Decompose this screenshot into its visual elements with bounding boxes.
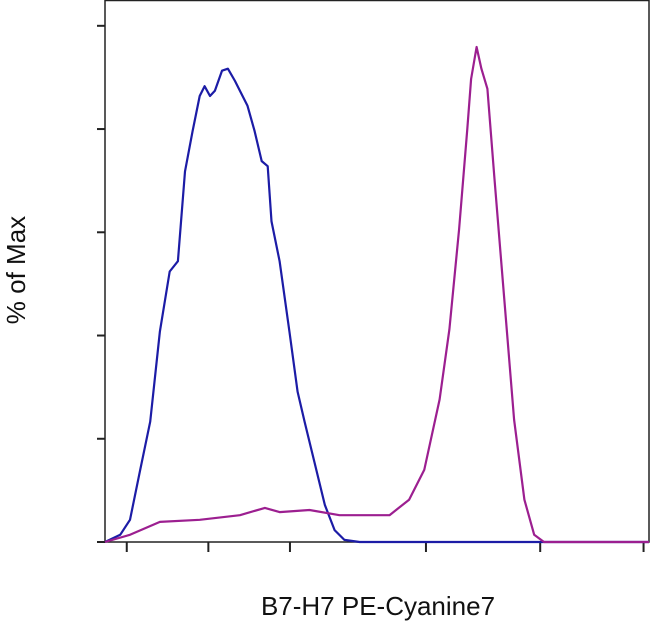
series-line <box>104 45 649 544</box>
plot-frame <box>104 0 650 543</box>
x-axis-label: B7-H7 PE-Cyanine7 <box>261 591 495 621</box>
y-axis-label: % of Max <box>1 216 31 324</box>
series-line <box>104 67 649 544</box>
